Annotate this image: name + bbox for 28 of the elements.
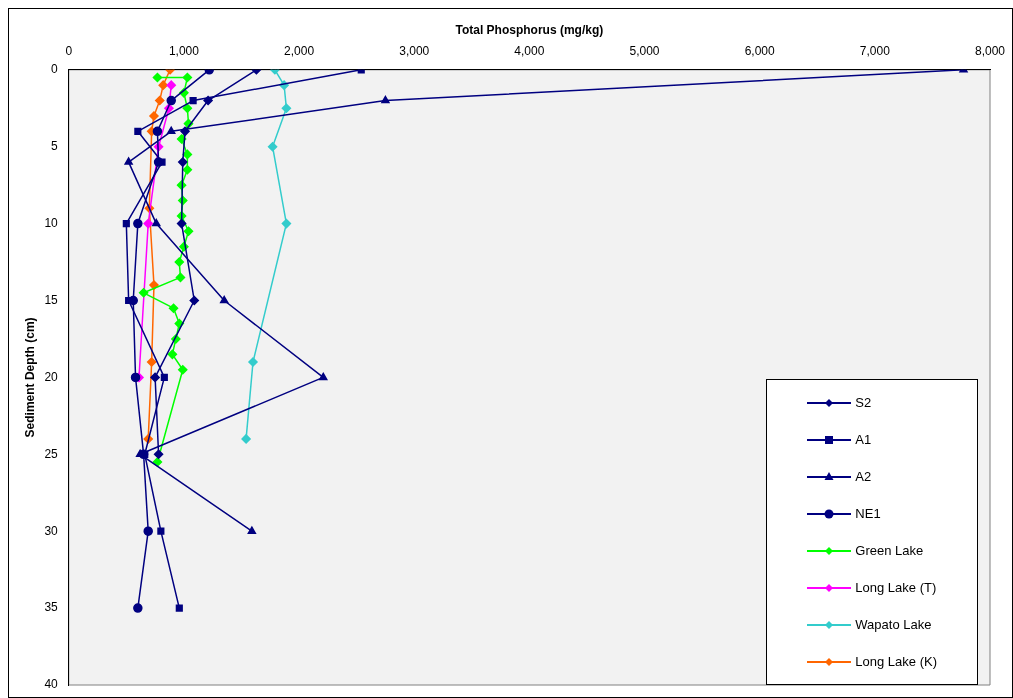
- legend-label: S2: [855, 395, 872, 410]
- x-axis-title: Total Phosphorus (mg/kg): [455, 22, 604, 37]
- legend-label: Wapato Lake: [855, 617, 932, 632]
- legend-label: Green Lake: [855, 543, 924, 558]
- y-tick-label: 10: [44, 215, 59, 230]
- legend-label: Long Lake (T): [855, 580, 937, 595]
- x-tick-label: 2,000: [284, 43, 315, 58]
- x-tick-label: 0: [65, 43, 73, 58]
- legend-label: A1: [855, 432, 872, 447]
- y-tick-label: 15: [44, 292, 59, 307]
- x-tick-label: 3,000: [399, 43, 430, 58]
- x-tick-label: 8,000: [974, 43, 1006, 58]
- legend-label: NE1: [855, 506, 881, 521]
- y-axis-title: Sediment Depth (cm): [22, 317, 37, 438]
- x-tick-label: 6,000: [744, 43, 776, 58]
- y-tick-label: 0: [51, 62, 59, 77]
- y-tick-label: 40: [44, 677, 59, 692]
- y-tick-label: 5: [51, 139, 59, 154]
- x-tick-label: 4,000: [514, 43, 545, 58]
- legend-label: A2: [855, 469, 872, 484]
- y-tick-label: 35: [44, 600, 59, 615]
- y-tick-label: 30: [44, 523, 59, 538]
- legend-label: Long Lake (K): [855, 654, 937, 669]
- y-tick-label: 25: [44, 446, 59, 461]
- x-tick-label: 1,000: [168, 43, 200, 58]
- x-tick-label: 7,000: [859, 43, 891, 58]
- x-tick-label: 5,000: [629, 43, 660, 58]
- y-tick-label: 20: [44, 369, 59, 384]
